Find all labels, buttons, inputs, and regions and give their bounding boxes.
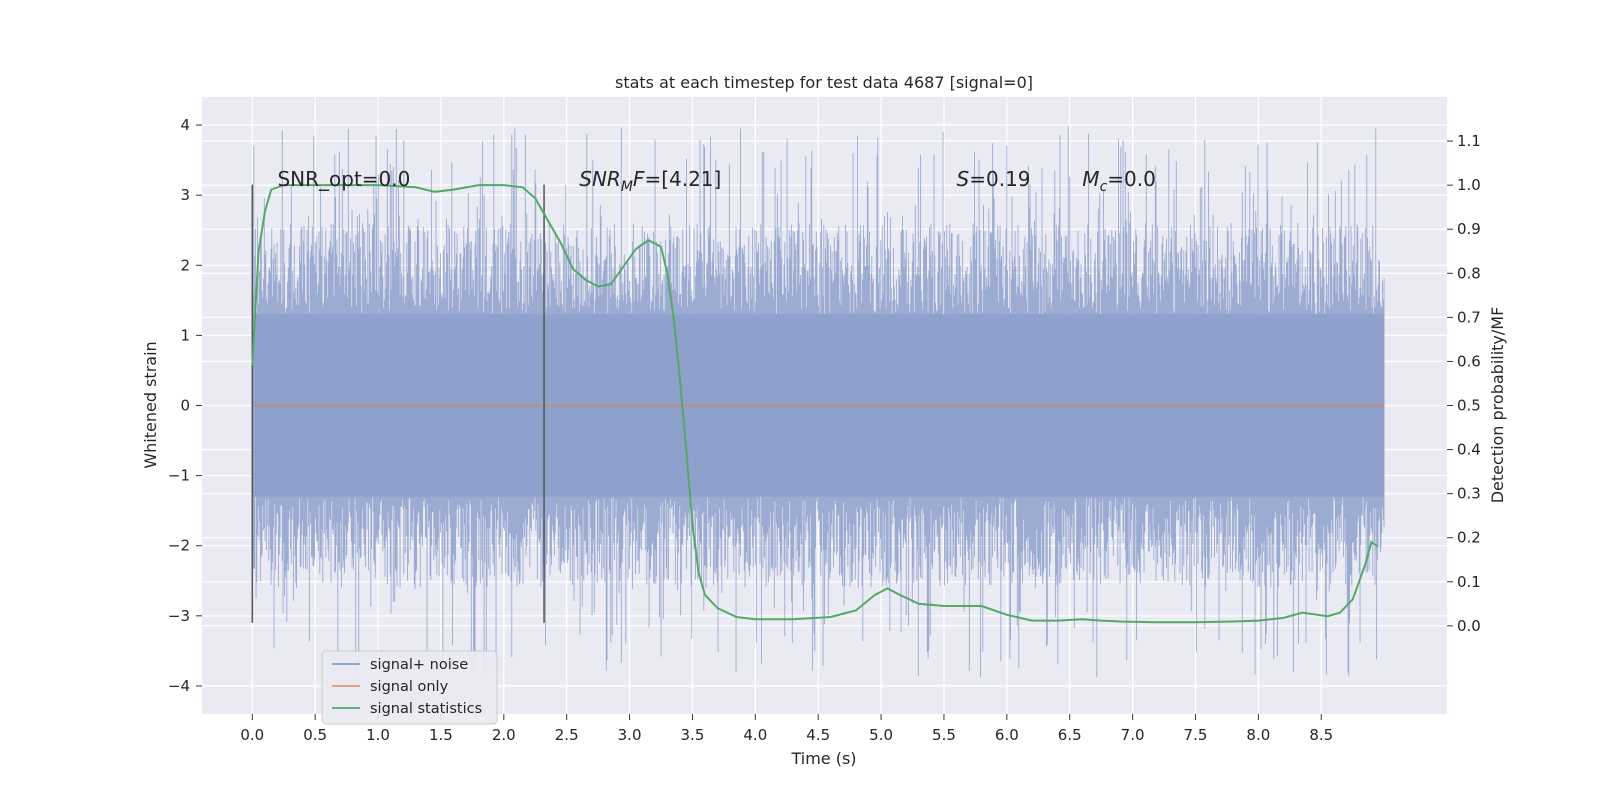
right-y-tick-label: 0.8 — [1457, 264, 1481, 282]
x-tick-label: 0.0 — [240, 726, 264, 744]
marker-vertical-lines — [251, 184, 545, 623]
right-y-tick-label: 1.0 — [1457, 176, 1481, 194]
left-y-tick-label: 1 — [180, 326, 190, 344]
right-y-tick-label: 0.5 — [1457, 397, 1481, 415]
annotation-mc-sub: c — [1100, 179, 1108, 195]
right-y-tick-label: 1.1 — [1457, 132, 1481, 150]
x-tick-label: 5.5 — [932, 726, 956, 744]
annotation-mc-base: M — [1082, 167, 1099, 191]
right-y-tick-label: 0.9 — [1457, 220, 1481, 238]
annotation-snr-mf: SNRMF=[4.21] — [579, 167, 721, 195]
right-y-tick-label: 0.0 — [1457, 617, 1481, 635]
right-y-tick-label: 0.4 — [1457, 441, 1481, 459]
left-y-tick-label: −1 — [168, 467, 190, 485]
x-tick-label: 2.0 — [492, 726, 516, 744]
annotation-s: S=0.19 — [957, 167, 1031, 191]
left-y-tick-label: 2 — [180, 256, 190, 274]
signal-statistics-line — [251, 184, 1379, 624]
annotation-snr-mf-value: =[4.21] — [644, 167, 721, 191]
x-tick-label: 6.0 — [995, 726, 1019, 744]
chart-title: stats at each timestep for test data 468… — [615, 73, 1033, 92]
x-axis-label: Time (s) — [790, 749, 856, 768]
legend-label-signal-only: signal only — [370, 679, 449, 695]
right-y-tick-label: 0.2 — [1457, 529, 1481, 547]
x-axis-ticks: 0.0 0.5 1.0 1.5 2.0 2.5 3.0 3.5 4.0 4.5 5.0 5.5 6.0 6… — [240, 714, 1333, 744]
right-y-tick-label: 0.1 — [1457, 573, 1481, 591]
legend-label-signal-noise: signal+ noise — [370, 657, 468, 673]
x-tick-label: 7.0 — [1121, 726, 1145, 744]
left-y-tick-label: −2 — [168, 537, 190, 555]
right-y-axis-ticks: 1.1 1.0 0.9 0.8 0.7 0.6 0.5 0.4 0.3 0.2 0.1 0.0 — [1447, 132, 1481, 635]
left-y-axis-ticks: 4 3 2 1 0 −1 −2 −3 −4 — [168, 116, 202, 695]
x-tick-label: 5.0 — [869, 726, 893, 744]
annotation-s-base: S — [957, 167, 970, 191]
x-tick-label: 3.0 — [618, 726, 642, 744]
x-tick-label: 6.5 — [1058, 726, 1082, 744]
legend-label-signal-statistics: signal statistics — [370, 701, 482, 717]
x-tick-label: 8.0 — [1246, 726, 1270, 744]
left-y-tick-label: −3 — [168, 607, 190, 625]
left-y-tick-label: 3 — [180, 186, 190, 204]
annotation-snr-mf-suffix: F — [633, 167, 645, 191]
right-y-tick-label: 0.3 — [1457, 485, 1481, 503]
x-tick-label: 7.5 — [1184, 726, 1208, 744]
x-tick-label: 3.5 — [681, 726, 705, 744]
left-y-tick-label: 0 — [180, 397, 190, 415]
annotation-s-value: =0.19 — [969, 167, 1030, 191]
x-tick-label: 2.5 — [555, 726, 579, 744]
annotation-snr-opt: SNR_opt=0.0 — [277, 167, 410, 191]
left-y-axis-label: Whitened strain — [141, 341, 160, 468]
left-y-tick-label: 4 — [180, 116, 190, 134]
annotation-snr-mf-base: SNR — [579, 167, 621, 191]
x-tick-label: 0.5 — [303, 726, 327, 744]
right-y-tick-label: 0.7 — [1457, 308, 1481, 326]
left-y-tick-label: −4 — [168, 677, 190, 695]
annotation-mc: Mc=0.0 — [1082, 167, 1156, 195]
x-tick-label: 1.5 — [429, 726, 453, 744]
right-y-tick-label: 0.6 — [1457, 352, 1481, 370]
legend-box — [321, 650, 498, 725]
right-y-axis-label: Detection probability/MF — [1488, 307, 1507, 504]
x-tick-label: 4.5 — [806, 726, 830, 744]
x-tick-label: 4.0 — [743, 726, 767, 744]
annotation-snr-mf-sub: M — [621, 179, 633, 195]
x-tick-label: 1.0 — [366, 726, 390, 744]
x-tick-label: 8.5 — [1309, 726, 1333, 744]
annotation-mc-value: =0.0 — [1107, 167, 1156, 191]
legend: signal+ noise signal only signal statist… — [321, 650, 498, 725]
